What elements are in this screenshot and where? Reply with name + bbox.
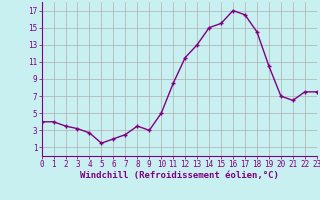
X-axis label: Windchill (Refroidissement éolien,°C): Windchill (Refroidissement éolien,°C)	[80, 171, 279, 180]
